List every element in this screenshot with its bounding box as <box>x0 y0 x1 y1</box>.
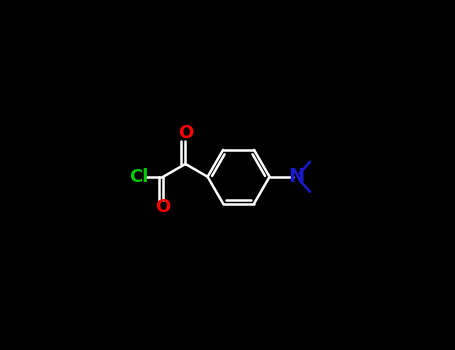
Text: O: O <box>156 198 171 216</box>
Text: O: O <box>178 125 193 142</box>
Text: N: N <box>288 167 305 186</box>
Text: Cl: Cl <box>130 168 149 186</box>
